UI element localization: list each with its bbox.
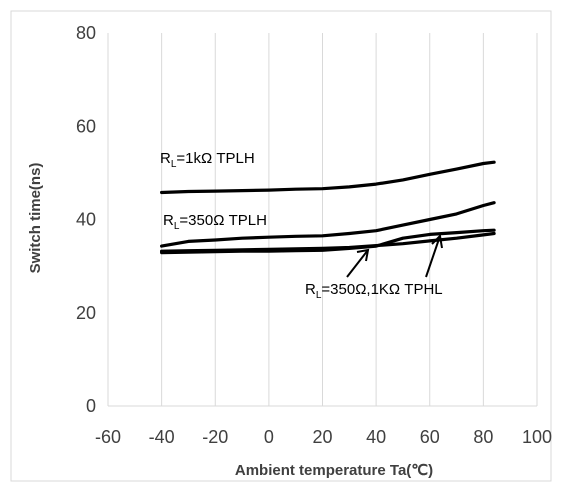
x-tick-label: 80	[473, 427, 493, 447]
annotation-tphl-sub: L	[316, 290, 322, 301]
chart-border	[10, 10, 552, 482]
x-tick-label: 0	[264, 427, 274, 447]
annotation-rl350-tplh-rest: =350Ω TPLH	[179, 212, 267, 229]
annotation-rl350-tplh: RL=350Ω TPLH	[163, 212, 267, 232]
y-tick-label: 20	[76, 303, 96, 323]
annotation-rl1k-tplh: RL=1kΩ TPLH	[160, 150, 255, 170]
x-tick-label: 60	[420, 427, 440, 447]
y-tick-label: 80	[76, 23, 96, 43]
series-line-1	[160, 160, 496, 195]
annotation-tphl-rest: =350Ω,1KΩ TPHL	[321, 281, 442, 298]
arrow-line-right	[425, 235, 441, 278]
x-tick-label: 100	[522, 427, 552, 447]
axes	[107, 33, 537, 407]
annotation-rl350-tplh-sub: L	[174, 221, 180, 232]
series-line-4	[160, 228, 496, 255]
series-group	[160, 160, 496, 255]
annotation-rl1k-tplh-rest: =1kΩ TPLH	[176, 150, 254, 167]
y-tick-label: 60	[76, 116, 96, 136]
annotation-rl1k-tplh-sub: L	[171, 159, 177, 170]
x-tick-label: -60	[95, 427, 121, 447]
annotation-tphl-main: R	[305, 281, 316, 298]
tick-labels: -60 -40 -20 0 20 40 60 80 100 0 20 40 60 80	[76, 23, 552, 447]
arrow-line-left	[346, 249, 369, 278]
arrowhead-left	[356, 248, 370, 262]
annotation-tphl: RL=350Ω,1KΩ TPHL	[305, 281, 443, 301]
annotation-rl1k-tplh-main: R	[160, 150, 171, 167]
tphl-arrows	[346, 233, 443, 278]
series-line-2	[160, 201, 496, 248]
x-tick-label: -20	[202, 427, 228, 447]
y-tick-label: 40	[76, 210, 96, 230]
annotation-rl350-tplh-main: R	[163, 212, 174, 229]
y-tick-label: 0	[86, 396, 96, 416]
x-tick-label: 40	[366, 427, 386, 447]
x-tick-label: 20	[312, 427, 332, 447]
x-tick-label: -40	[149, 427, 175, 447]
y-axis-label: Switch time(ns)	[27, 163, 44, 274]
x-axis-label: Ambient temperature Ta(℃)	[235, 462, 433, 479]
arrowhead-right	[431, 233, 443, 249]
